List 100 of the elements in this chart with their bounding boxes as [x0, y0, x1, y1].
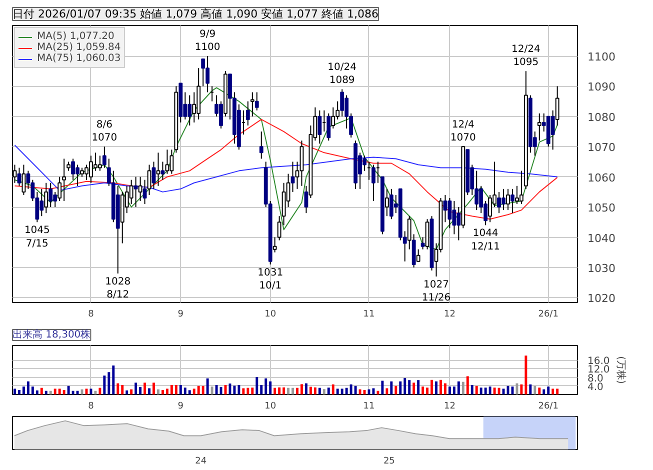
bar — [269, 381, 272, 394]
candlestick — [160, 161, 165, 180]
x-tick-label: 11 — [363, 402, 375, 412]
bar — [480, 388, 482, 394]
bar — [300, 384, 303, 394]
annotation: 1045 7/15 — [24, 225, 50, 250]
bar — [314, 387, 316, 394]
bar — [444, 383, 446, 394]
y-tick-label: 1020 — [588, 292, 616, 306]
x-tick-label: 26/1 — [538, 402, 558, 412]
y-tick-label: 1040 — [588, 232, 616, 245]
annotation: 12/4 1070 — [450, 119, 476, 144]
candlestick — [147, 164, 152, 196]
bar — [484, 388, 487, 394]
bar — [350, 384, 352, 394]
bar — [278, 387, 281, 394]
candlestick — [259, 131, 264, 160]
bar — [202, 386, 204, 394]
bar — [251, 388, 254, 394]
candlestick — [58, 176, 62, 202]
bar — [62, 390, 66, 394]
bar — [148, 388, 150, 394]
bar — [417, 380, 420, 394]
annotation: 1027 11/26 — [422, 280, 451, 304]
candlestick — [416, 248, 420, 262]
bar — [121, 385, 124, 394]
bar — [440, 380, 442, 394]
bar — [260, 385, 263, 394]
bar — [498, 388, 500, 394]
bar — [386, 388, 388, 394]
bar — [116, 383, 120, 394]
bar — [345, 388, 348, 394]
bar — [552, 388, 554, 394]
bar — [462, 382, 464, 394]
bar — [470, 385, 474, 394]
bar — [90, 388, 92, 394]
bar — [36, 390, 38, 394]
bar — [287, 388, 290, 394]
annotation: 10/24 1089 — [328, 62, 356, 86]
bar — [547, 386, 550, 394]
candlestick — [129, 179, 134, 205]
candlestick — [331, 106, 336, 130]
x-tick-label: 24 — [195, 456, 207, 466]
legend-label: MA(25) 1,059.84 — [37, 42, 121, 53]
y-tick-label: 1070 — [588, 141, 616, 154]
y-axis-title: (万株) — [614, 356, 627, 384]
candlestick — [201, 58, 206, 87]
bar — [210, 386, 214, 394]
bar — [529, 384, 532, 394]
y-tick-label: 1030 — [588, 262, 616, 275]
bar — [130, 389, 133, 394]
chart-title: 出来高 18,300株 — [12, 328, 91, 340]
bar — [426, 388, 429, 394]
bar — [340, 388, 344, 394]
bar — [511, 386, 514, 394]
line-series — [14, 118, 558, 220]
bar — [430, 380, 433, 394]
bar — [197, 386, 200, 394]
x-tick-label: 9 — [178, 402, 184, 412]
bar — [76, 390, 79, 394]
bar — [399, 381, 402, 394]
candlestick — [372, 164, 376, 202]
x-tick-label: 8 — [88, 310, 94, 320]
bar — [157, 389, 160, 394]
candlestick — [22, 164, 26, 196]
bar — [72, 390, 74, 394]
bar — [40, 388, 43, 394]
bar — [233, 386, 236, 394]
bar — [457, 381, 460, 394]
bar — [58, 388, 61, 394]
bar — [94, 390, 97, 394]
bar — [372, 388, 375, 394]
candlestick — [506, 188, 510, 211]
candlestick — [555, 86, 560, 126]
bar — [103, 376, 106, 394]
bar — [292, 388, 294, 394]
bar — [488, 386, 492, 394]
bar — [412, 382, 416, 394]
bar — [408, 380, 411, 394]
y-tick-label: 4.0 — [588, 382, 604, 393]
bar — [134, 382, 138, 394]
bar — [112, 365, 115, 394]
bar — [174, 385, 178, 394]
y-tick-label: 1060 — [588, 171, 616, 184]
candlestick — [102, 146, 106, 168]
legend-label: MA(5) 1,077.20 — [37, 31, 114, 42]
x-tick-label: 26/1 — [538, 310, 558, 320]
bar — [332, 384, 334, 394]
bar — [26, 381, 30, 394]
candlestick — [384, 188, 389, 217]
bar — [390, 381, 393, 394]
bar — [524, 356, 528, 394]
bar — [534, 386, 536, 394]
annotation: 1031 10/1 — [258, 267, 284, 292]
bar — [44, 390, 48, 394]
bar — [188, 390, 191, 394]
candlestick — [98, 155, 102, 172]
legend-label: MA(75) 1,060.03 — [37, 53, 121, 64]
y-tick-label: 1090 — [588, 80, 616, 94]
bar — [67, 386, 70, 394]
